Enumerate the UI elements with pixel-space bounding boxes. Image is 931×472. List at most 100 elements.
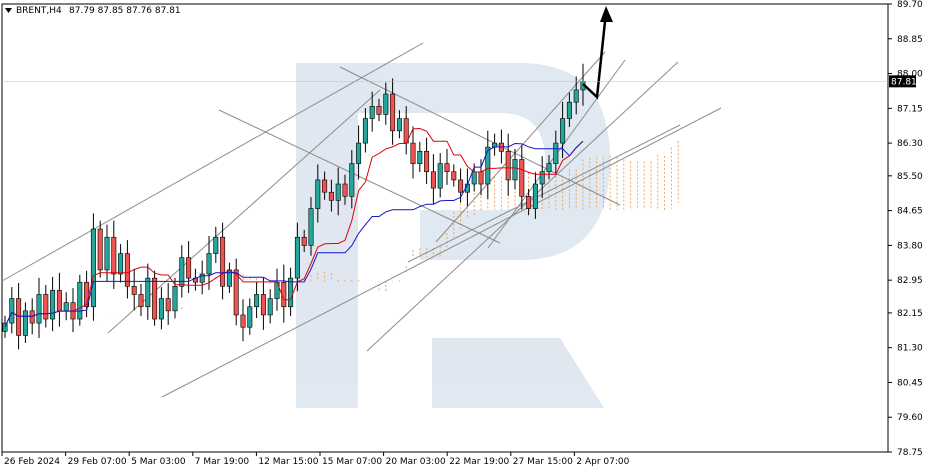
candle bbox=[260, 277, 266, 330]
y-tick-label: 80.45 bbox=[897, 378, 923, 388]
candle bbox=[233, 258, 239, 326]
candle-body bbox=[165, 298, 171, 312]
candle-body bbox=[328, 191, 334, 201]
candle-body bbox=[396, 118, 402, 132]
candle-body bbox=[349, 163, 355, 197]
candle-body bbox=[50, 290, 56, 320]
candle bbox=[396, 110, 402, 139]
candle bbox=[288, 267, 294, 317]
candle-body bbox=[104, 236, 110, 271]
candle-body bbox=[220, 236, 226, 287]
candle-body bbox=[16, 298, 22, 336]
watermark-foot bbox=[432, 338, 604, 408]
candle-body bbox=[410, 142, 416, 164]
candle-body bbox=[186, 257, 192, 279]
candle-body bbox=[356, 142, 362, 164]
candle-body bbox=[424, 150, 430, 173]
candle-body bbox=[322, 179, 328, 193]
candle-body bbox=[471, 171, 477, 185]
candle-body bbox=[539, 171, 545, 185]
forecast-arrow bbox=[582, 6, 613, 100]
candle-body bbox=[247, 306, 253, 328]
candle-body bbox=[260, 294, 266, 316]
candle bbox=[158, 287, 164, 330]
candle-body bbox=[124, 253, 130, 287]
candle bbox=[213, 226, 219, 263]
candle bbox=[9, 287, 15, 334]
candle-body bbox=[179, 257, 185, 287]
candle-body bbox=[546, 163, 552, 173]
candle bbox=[145, 263, 151, 320]
candle-body bbox=[254, 294, 260, 308]
candle-body bbox=[512, 159, 518, 181]
watermark-bar bbox=[296, 63, 358, 408]
candle-body bbox=[36, 294, 42, 324]
trend-line bbox=[407, 124, 681, 263]
candle bbox=[390, 78, 396, 145]
candle-body bbox=[226, 269, 232, 287]
trendlines bbox=[1, 42, 722, 398]
candle-body bbox=[485, 146, 491, 185]
candle-body bbox=[369, 105, 375, 119]
candle bbox=[444, 149, 450, 185]
trend-line bbox=[339, 66, 621, 206]
candle-body bbox=[77, 281, 83, 320]
candle-body bbox=[430, 171, 436, 189]
candle-body bbox=[342, 183, 348, 197]
y-tick-label: 78.75 bbox=[897, 448, 923, 458]
candle bbox=[485, 130, 491, 199]
candle bbox=[152, 270, 158, 326]
candle-body bbox=[97, 228, 103, 271]
candle bbox=[417, 141, 423, 173]
x-tick-label: 15 Mar 07:00 bbox=[322, 457, 382, 467]
candle-body bbox=[532, 183, 538, 209]
tenkan-line bbox=[4, 127, 584, 328]
candle bbox=[226, 262, 232, 293]
candles bbox=[2, 63, 586, 350]
candle-body bbox=[526, 195, 532, 209]
y-tick-label: 85.50 bbox=[897, 172, 923, 182]
y-tick-label: 87.15 bbox=[897, 104, 923, 114]
candle bbox=[519, 144, 525, 210]
price-tag bbox=[889, 75, 916, 88]
candle bbox=[410, 126, 416, 179]
candle bbox=[322, 171, 328, 200]
candle-body bbox=[390, 93, 396, 132]
watermark-bowl bbox=[358, 63, 610, 260]
symbol-label: BRENT,H4 bbox=[16, 6, 62, 16]
candle bbox=[22, 302, 28, 343]
candle bbox=[526, 188, 532, 216]
candle-body bbox=[444, 163, 450, 173]
candle-body bbox=[111, 236, 117, 275]
candle bbox=[267, 289, 273, 324]
candle-body bbox=[43, 294, 49, 320]
candle bbox=[505, 133, 511, 196]
candle-body bbox=[505, 150, 511, 181]
arrow-head bbox=[600, 6, 613, 22]
candle bbox=[573, 76, 579, 115]
candle-body bbox=[63, 302, 69, 312]
candle bbox=[36, 277, 42, 339]
candle-body bbox=[145, 277, 151, 308]
candle-body bbox=[138, 294, 144, 308]
candle-body bbox=[376, 105, 382, 115]
candle bbox=[97, 220, 103, 278]
candle-body bbox=[9, 298, 15, 324]
candle-body bbox=[478, 171, 484, 185]
candle bbox=[328, 179, 334, 212]
candle-body bbox=[335, 183, 341, 201]
candle-body bbox=[383, 93, 389, 115]
candle bbox=[165, 283, 171, 325]
candle bbox=[512, 149, 518, 190]
candle bbox=[383, 82, 389, 125]
kijun-line bbox=[4, 140, 584, 328]
watermark-logo bbox=[296, 63, 610, 408]
candle bbox=[138, 284, 144, 317]
candle bbox=[90, 213, 96, 321]
candle bbox=[376, 98, 382, 122]
candle bbox=[294, 222, 300, 292]
candle-body bbox=[519, 159, 525, 197]
candle bbox=[240, 299, 246, 342]
trend-line bbox=[161, 107, 722, 398]
